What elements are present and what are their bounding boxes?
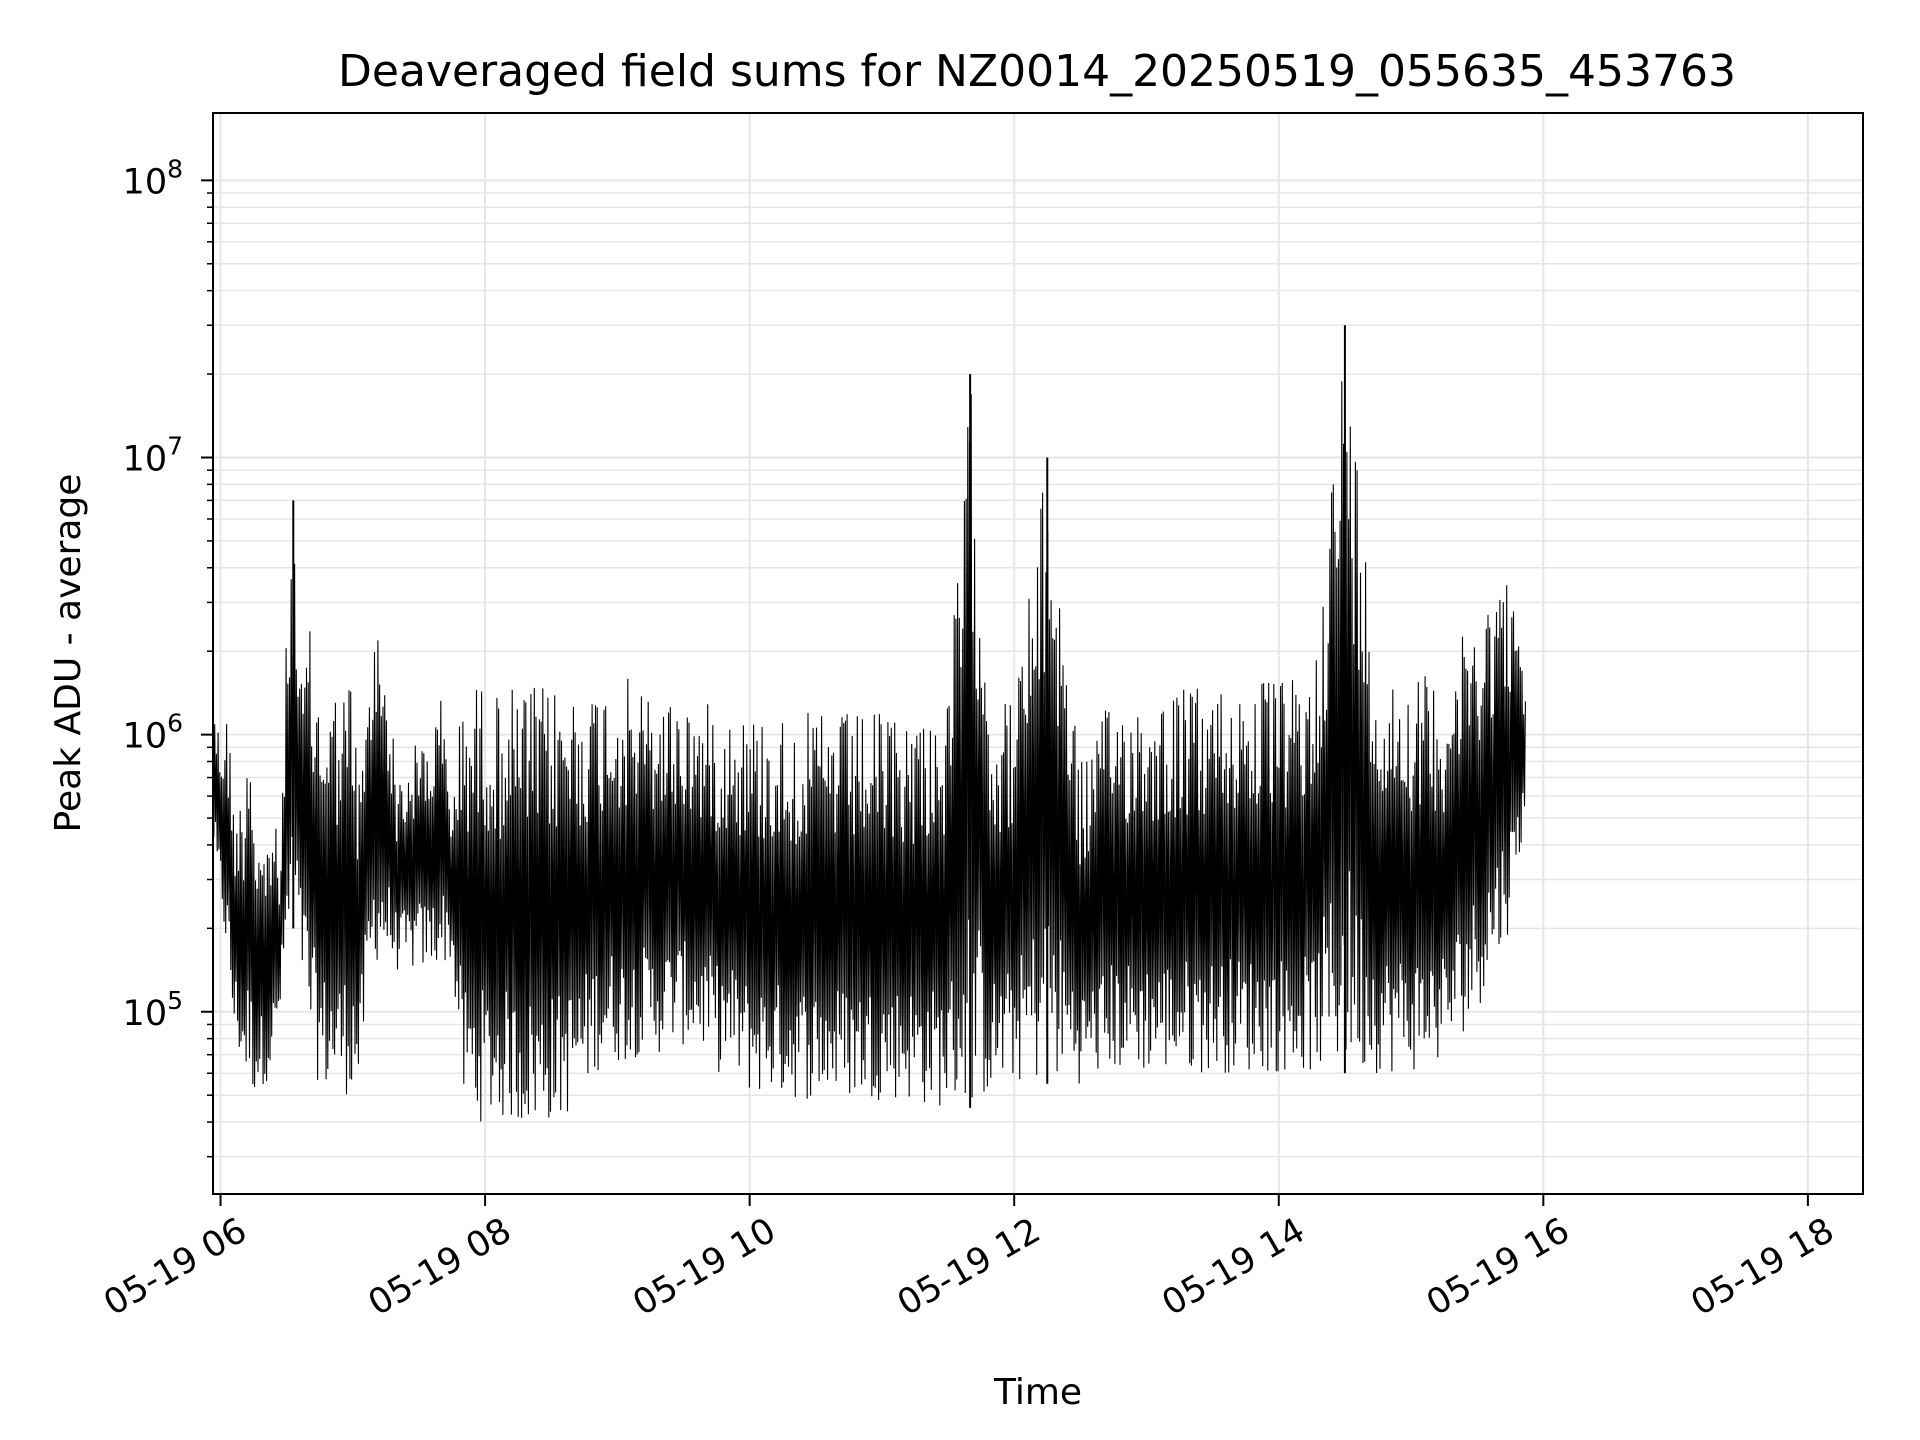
y-tick-label: 105 [123, 986, 183, 1034]
y-tick-label: 106 [123, 709, 183, 757]
y-axis-title: Peak ADU - average [48, 474, 89, 833]
y-tick-label: 107 [123, 431, 183, 479]
y-tick-label: 108 [123, 154, 183, 202]
series-line [212, 381, 1526, 1122]
plot-frame [212, 112, 1864, 1195]
x-axis-title: Time [993, 1372, 1082, 1413]
chart-title: Deaveraged field sums for NZ0014_2025051… [338, 46, 1736, 97]
series-layer [212, 325, 1526, 1122]
y-axis: 105 106 107 108 [123, 154, 213, 1158]
